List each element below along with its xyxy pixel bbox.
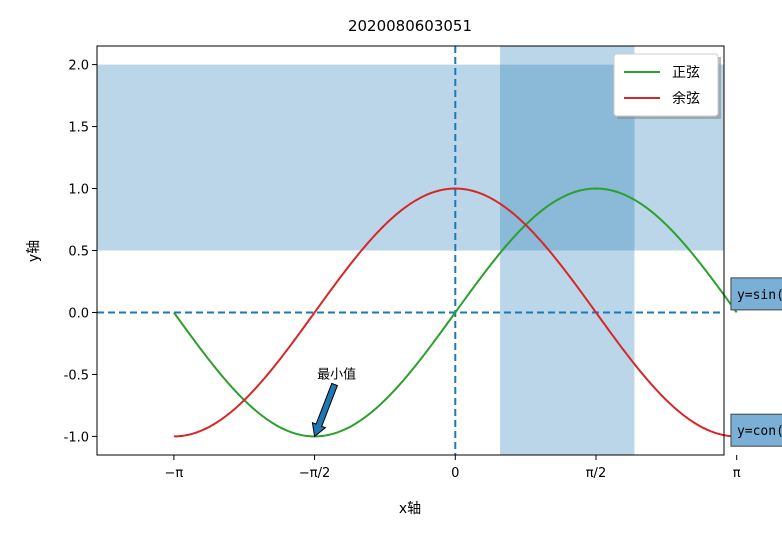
series-line-cos [173,187,737,438]
legend-label-cos: 余弦 [672,90,700,107]
x-tick-label: 0 [451,466,459,481]
legend-label-sin: 正弦 [672,65,700,81]
y-tick-label: -0.5 [64,368,89,383]
text-boxes-layer: y=sin(x) y=con(x) [730,277,782,447]
x-tick-label: −π/2 [299,466,330,481]
x-tick-label: π [733,466,741,481]
y-ticks: -1.0 -0.5 0.0 0.5 1.0 1.5 2.0 [64,59,97,445]
y-tick-label: -1.0 [64,430,89,445]
text-box-frame [730,413,782,447]
reference-lines-layer [97,46,724,455]
text-box-label: y=con(x) [737,424,782,439]
annotation-layer: 最小值 [311,366,356,438]
text-box-frame [730,277,782,311]
y-tick-label: 2.0 [68,59,89,74]
x-ticks: −π −π/2 0 π/2 π [165,455,741,481]
y-tick-label: 1.5 [68,121,89,136]
y-tick-label: 0.5 [68,245,89,260]
series-line-sin [173,187,738,438]
y-tick-label: 0.0 [68,306,89,321]
annotation-label: 最小值 [317,366,356,382]
annotation-arrow [311,382,339,438]
y-tick-label: 1.0 [68,183,89,198]
text-box-label: y=sin(x) [737,288,782,303]
x-tick-label: π/2 [586,466,606,481]
series-layer [173,187,738,438]
chart-title: 2020080603051 [348,17,472,35]
vertical-span-1 [500,46,635,455]
x-tick-label: −π [165,466,184,481]
x-axis-label: x轴 [399,501,421,517]
legend-box [613,53,719,117]
y-axis-label: y轴 [26,240,42,262]
